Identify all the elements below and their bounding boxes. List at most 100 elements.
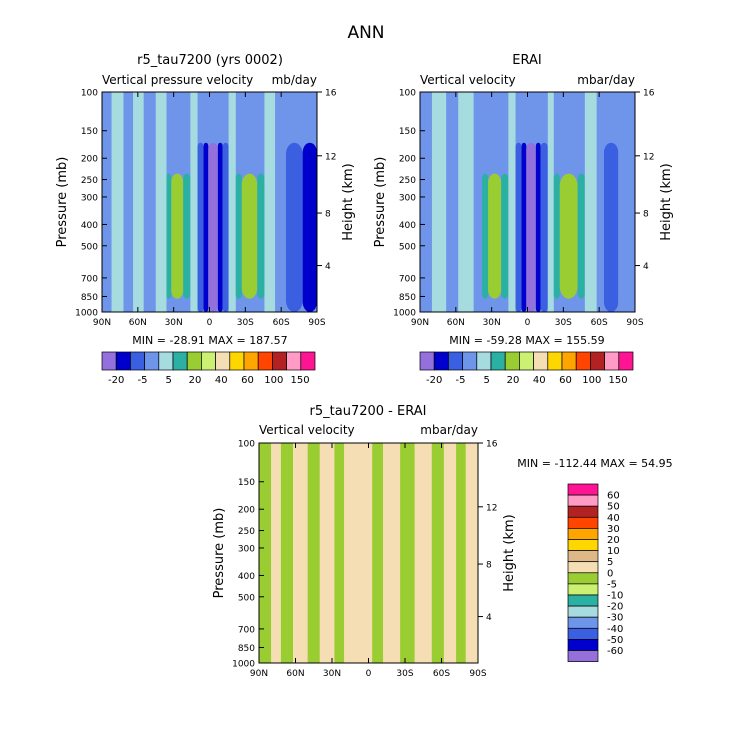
contour-band xyxy=(334,443,345,663)
lat-tick-label: 30N xyxy=(165,318,183,328)
contour-band xyxy=(235,173,242,299)
contour-band xyxy=(344,443,359,663)
colorbar-swatch xyxy=(419,351,435,371)
model-stats: MIN = -28.91 MAX = 187.57 xyxy=(132,334,287,347)
height-tick-label: 16 xyxy=(643,89,655,99)
height-tick-label: 8 xyxy=(486,561,492,571)
colorbar-swatch xyxy=(618,351,634,371)
contour-band xyxy=(526,142,536,312)
contour-band xyxy=(431,92,447,312)
colorbar-label: 0 xyxy=(607,568,613,579)
lat-tick-label: 90S xyxy=(469,669,486,679)
diff-right-label: mbar/day xyxy=(420,423,478,437)
colorbar-label: -20 xyxy=(607,602,623,613)
lat-tick-label: 90S xyxy=(308,318,325,328)
lat-tick-label: 30S xyxy=(396,669,413,679)
contour-band xyxy=(264,92,276,312)
height-tick-label: 4 xyxy=(486,613,492,623)
colorbar-swatch xyxy=(243,351,259,371)
pressure-tick-label: 300 xyxy=(81,193,98,203)
lat-tick-label: 90N xyxy=(250,669,268,679)
colorbar-label: 60 xyxy=(607,491,620,502)
lat-tick-label: 60N xyxy=(286,669,304,679)
y2-axis-label: Height (km) xyxy=(341,163,356,240)
colorbar-label: 60 xyxy=(241,375,254,386)
colorbar-label: 20 xyxy=(607,535,620,546)
contour-band xyxy=(275,92,286,312)
lat-tick-label: 0 xyxy=(366,669,372,679)
height-tick-label: 4 xyxy=(325,262,331,272)
colorbar-swatch xyxy=(567,483,599,496)
pressure-tick-label: 850 xyxy=(81,293,98,303)
contour-band xyxy=(400,443,415,663)
pressure-tick-label: 500 xyxy=(399,242,416,252)
lat-tick-label: 60S xyxy=(273,318,290,328)
contour-band xyxy=(102,92,112,312)
contour-band xyxy=(521,142,527,312)
contour-band xyxy=(133,92,144,312)
contour-band xyxy=(446,92,459,312)
pressure-tick-label: 400 xyxy=(81,221,98,231)
contour-band xyxy=(257,173,265,299)
model-right-label: mb/day xyxy=(272,73,317,87)
colorbar-swatch xyxy=(519,351,534,371)
colorbar-label: 5 xyxy=(484,375,490,386)
diff-stats: MIN = -112.44 MAX = 54.95 xyxy=(517,457,672,470)
pressure-tick-label: 200 xyxy=(81,155,98,165)
diff-contour-plot: 100 150 200 250 300 400 500 700 850 1000 16 12 8 4 90N… xyxy=(212,440,517,680)
y-axis-label: Pressure (mb) xyxy=(212,508,227,599)
pressure-tick-label: 700 xyxy=(81,274,98,284)
y-axis-label: Pressure (mb) xyxy=(373,157,388,248)
colorbar-swatch xyxy=(567,528,599,540)
obs-colorbar: -20 -5 5 20 40 60 100 150 xyxy=(419,351,634,386)
colorbar-swatch xyxy=(462,351,478,371)
colorbar-swatch xyxy=(158,351,174,371)
colorbar-label: 40 xyxy=(607,513,620,524)
height-tick-label: 12 xyxy=(325,152,336,162)
contour-band xyxy=(307,443,320,663)
height-tick-label: 12 xyxy=(486,503,497,513)
pressure-tick-label: 1000 xyxy=(75,309,98,319)
contour-band xyxy=(222,142,229,312)
pressure-tick-label: 250 xyxy=(399,176,416,186)
contour-band xyxy=(271,443,281,663)
model-panel-title: r5_tau7200 (yrs 0002) xyxy=(137,53,283,68)
pressure-tick-label: 500 xyxy=(81,242,98,252)
colorbar-swatch xyxy=(547,351,563,371)
colorbar-label: -5 xyxy=(607,579,617,590)
colorbar-swatch xyxy=(567,539,599,551)
contour-band xyxy=(241,173,258,299)
colorbar-swatch xyxy=(567,516,599,529)
colorbar-swatch xyxy=(567,494,599,507)
contour-band xyxy=(208,142,218,312)
colorbar-swatch xyxy=(144,351,160,371)
colorbar-swatch xyxy=(590,351,605,371)
contour-band xyxy=(217,142,223,312)
contour-band xyxy=(319,443,335,663)
colorbar-swatch xyxy=(567,616,599,629)
lat-tick-label: 30N xyxy=(323,669,341,679)
contour-band xyxy=(111,92,124,312)
diff-left-label: Vertical velocity xyxy=(259,423,355,437)
contour-band xyxy=(293,443,308,663)
height-tick-label: 12 xyxy=(643,152,654,162)
colorbar-label: -20 xyxy=(108,375,124,386)
height-tick-label: 8 xyxy=(643,210,649,220)
colorbar-swatch xyxy=(101,351,117,371)
colorbar-swatch xyxy=(215,351,231,371)
pressure-tick-label: 100 xyxy=(399,89,416,99)
colorbar-swatch xyxy=(567,650,599,662)
colorbar-swatch xyxy=(272,351,287,371)
model-colorbar: -20 -5 5 20 40 60 100 150 xyxy=(101,351,316,386)
pressure-tick-label: 300 xyxy=(399,193,416,203)
height-tick-label: 8 xyxy=(325,210,331,220)
contour-band xyxy=(123,92,134,312)
colorbar-label: 40 xyxy=(215,375,228,386)
contour-band xyxy=(553,173,560,299)
contour-band xyxy=(143,92,156,312)
pressure-tick-label: 150 xyxy=(399,127,416,137)
colorbar-label: -5 xyxy=(137,375,147,386)
colorbar-label: 5 xyxy=(166,375,172,386)
colorbar-swatch xyxy=(172,351,188,371)
